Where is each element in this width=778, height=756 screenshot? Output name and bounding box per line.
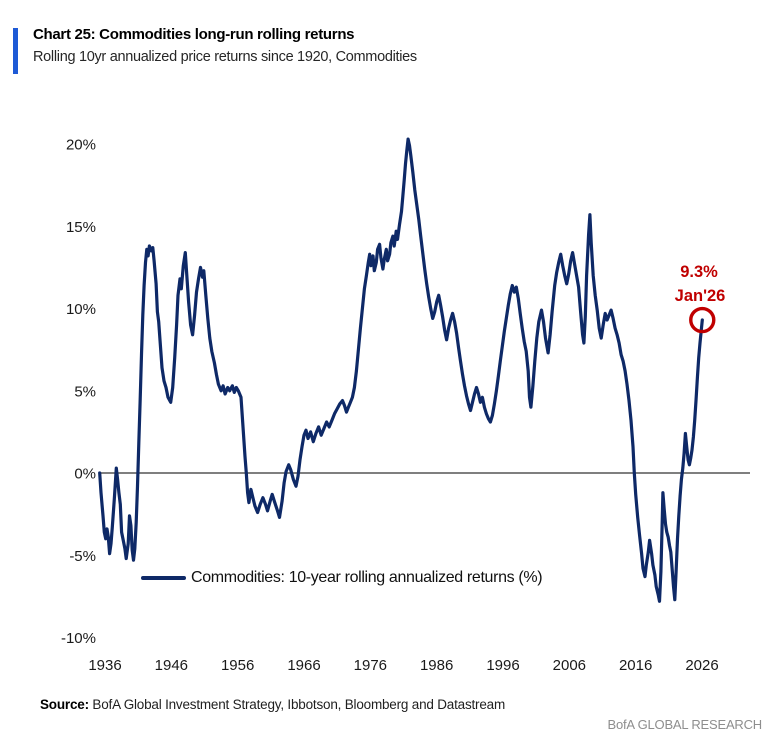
y-tick-label: 15% (66, 219, 96, 236)
source-label: Source: (40, 697, 89, 712)
x-tick-label: 1956 (221, 657, 254, 674)
y-tick-label: 10% (66, 301, 96, 318)
annotation-ring (689, 306, 716, 334)
x-tick-label: 1986 (420, 657, 453, 674)
legend-line-swatch (141, 576, 186, 580)
source-text: BofA Global Investment Strategy, Ibbotso… (88, 697, 506, 712)
x-tick-label: 2016 (619, 657, 652, 674)
chart-title: Chart 25: Commodities long-run rolling r… (33, 26, 355, 43)
y-tick-label: 0% (74, 466, 96, 483)
x-tick-label: 2026 (685, 657, 718, 674)
annotation-date-label: Jan'26 (675, 287, 726, 305)
y-tick-label: 20% (66, 137, 96, 154)
y-tick-label: -5% (69, 548, 96, 565)
chart-subtitle: Rolling 10yr annualized price returns si… (33, 49, 417, 65)
x-tick-label: 1966 (287, 657, 320, 674)
x-tick-label: 1946 (155, 657, 188, 674)
x-tick-label: 2006 (553, 657, 586, 674)
legend: Commodities: 10-year rolling annualized … (141, 569, 543, 587)
x-tick-label: 1996 (486, 657, 519, 674)
commodities-series-line (98, 137, 704, 603)
y-tick-label: -10% (61, 630, 96, 647)
y-tick-label: 5% (74, 383, 96, 400)
annotation-value-label: 9.3% (680, 263, 718, 281)
bofa-global-research-brand: BofA GLOBAL RESEARCH (607, 717, 763, 732)
legend-label: Commodities: 10-year rolling annualized … (191, 569, 543, 586)
x-tick-label: 1936 (88, 657, 121, 674)
x-tick-label: 1976 (354, 657, 387, 674)
title-accent-bar (13, 28, 18, 74)
source-note: Source: BofA Global Investment Strategy,… (40, 697, 505, 712)
